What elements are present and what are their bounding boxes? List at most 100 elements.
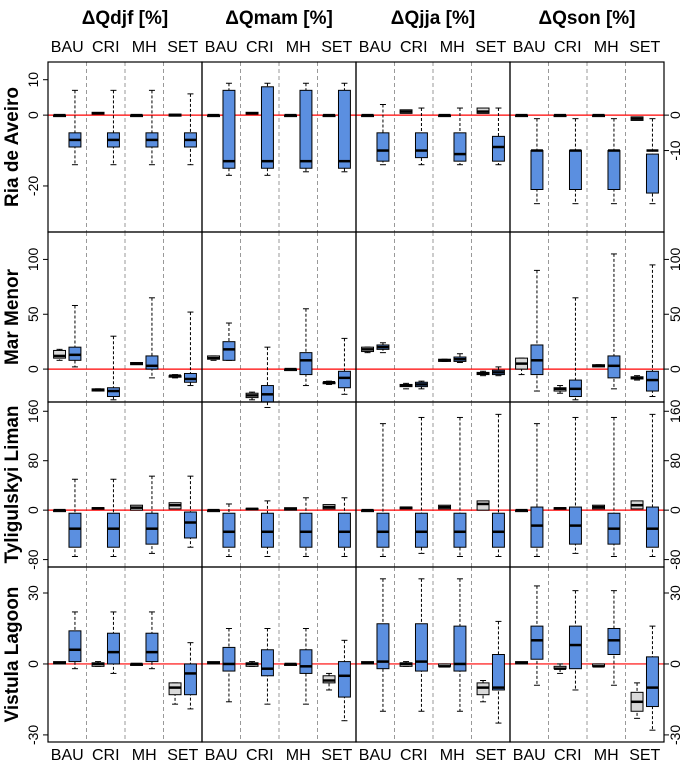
scenario-label-bottom: BAU <box>51 747 84 764</box>
scenario-label-top: CRI <box>554 39 582 56</box>
y-tick-label-left: 0 <box>25 660 41 668</box>
scenario-label-top: SET <box>167 39 198 56</box>
y-tick-label-left: -20 <box>25 176 41 196</box>
scenario-label-top: MH <box>440 39 465 56</box>
future-box <box>106 512 120 548</box>
column-title: ΔQdjf [%] <box>82 8 168 29</box>
y-tick-label-left: -80 <box>25 549 41 569</box>
scenario-label-top: MH <box>286 39 311 56</box>
column-title: ΔQjja [%] <box>391 8 475 29</box>
column-title: ΔQson [%] <box>538 8 635 29</box>
future-box <box>299 352 313 376</box>
y-tick-label-left: 80 <box>25 453 41 469</box>
row-label: Vistula Lagoon <box>2 587 23 723</box>
future-box <box>607 150 621 191</box>
future-box <box>376 623 390 670</box>
scenario-label-top: BAU <box>359 39 392 56</box>
future-box <box>145 632 159 663</box>
future-box <box>645 656 659 708</box>
scenario-label-bottom: MH <box>132 747 157 764</box>
future-box <box>337 370 351 389</box>
scenario-label-bottom: CRI <box>400 747 428 764</box>
y-tick-label-left: 30 <box>25 585 41 601</box>
y-tick-label-left: 0 <box>25 506 41 514</box>
y-tick-label-right: 30 <box>667 585 683 601</box>
scenario-label-bottom: CRI <box>246 747 274 764</box>
future-box <box>376 512 390 548</box>
scenario-label-bottom: SET <box>629 747 660 764</box>
future-box <box>376 132 390 162</box>
scenario-label-bottom: SET <box>475 747 506 764</box>
historical-box <box>53 349 67 359</box>
row-label: Tyligulskyi Liman <box>2 405 23 563</box>
future-box <box>337 512 351 548</box>
future-box <box>453 625 467 672</box>
scenario-label-bottom: BAU <box>359 747 392 764</box>
future-box <box>260 649 274 677</box>
future-box <box>183 511 197 539</box>
future-box <box>299 512 313 548</box>
panel-frame <box>509 566 665 743</box>
scenario-label-top: SET <box>629 39 660 56</box>
future-box <box>222 512 236 548</box>
scenario-label-top: CRI <box>92 39 120 56</box>
future-box <box>145 355 159 370</box>
future-box <box>491 512 505 548</box>
y-tick-label-right: 80 <box>667 453 683 469</box>
y-tick-label-right: 0 <box>667 660 683 668</box>
future-box <box>299 89 313 169</box>
scenario-label-top: BAU <box>513 39 546 56</box>
y-tick-label-right: 100 <box>667 248 683 272</box>
future-box <box>453 512 467 548</box>
future-box <box>260 86 274 169</box>
future-box <box>530 150 544 191</box>
y-tick-label-right: -10 <box>667 140 683 160</box>
future-box <box>645 506 659 548</box>
y-tick-label-left: 50 <box>25 306 41 322</box>
scenario-label-bottom: MH <box>440 747 465 764</box>
future-box <box>68 630 82 663</box>
scenario-label-bottom: CRI <box>554 747 582 764</box>
y-tick-label-left: 0 <box>25 365 41 373</box>
y-tick-label-right: 0 <box>667 111 683 119</box>
future-box <box>414 132 428 159</box>
y-tick-label-left: -30 <box>25 725 41 745</box>
scenario-label-top: BAU <box>51 39 84 56</box>
historical-box <box>476 500 490 511</box>
row-label: Ria de Aveiro <box>2 87 23 207</box>
future-box <box>645 153 659 194</box>
y-tick-label-right: 0 <box>667 506 683 514</box>
future-box <box>68 512 82 548</box>
future-box <box>491 654 505 691</box>
future-box <box>222 89 236 169</box>
y-tick-label-right: 160 <box>667 399 683 423</box>
column-title: ΔQmam [%] <box>225 8 333 29</box>
scenario-label-bottom: MH <box>594 747 619 764</box>
scenario-label-bottom: CRI <box>92 747 120 764</box>
future-box <box>568 150 582 191</box>
y-tick-label-right: -30 <box>667 725 683 745</box>
future-box <box>183 663 197 696</box>
y-tick-label-right: -80 <box>667 549 683 569</box>
y-tick-label-left: 0 <box>25 111 41 119</box>
row-label: Mar Menor <box>2 268 23 365</box>
future-box <box>453 132 467 162</box>
future-box <box>337 89 351 169</box>
future-box <box>222 341 236 361</box>
y-tick-label-left: 10 <box>25 72 41 88</box>
y-tick-label-right: 50 <box>667 306 683 322</box>
future-box <box>260 512 274 548</box>
scenario-label-bottom: SET <box>321 747 352 764</box>
future-box <box>299 649 313 674</box>
scenario-label-top: CRI <box>246 39 274 56</box>
scenario-label-bottom: MH <box>286 747 311 764</box>
future-box <box>414 512 428 548</box>
scenario-label-top: SET <box>321 39 352 56</box>
scenario-label-top: MH <box>132 39 157 56</box>
future-box <box>414 623 428 672</box>
y-tick-label-left: 100 <box>25 248 41 272</box>
future-box <box>106 632 120 665</box>
future-box <box>530 625 544 660</box>
y-tick-label-left: 160 <box>25 399 41 423</box>
